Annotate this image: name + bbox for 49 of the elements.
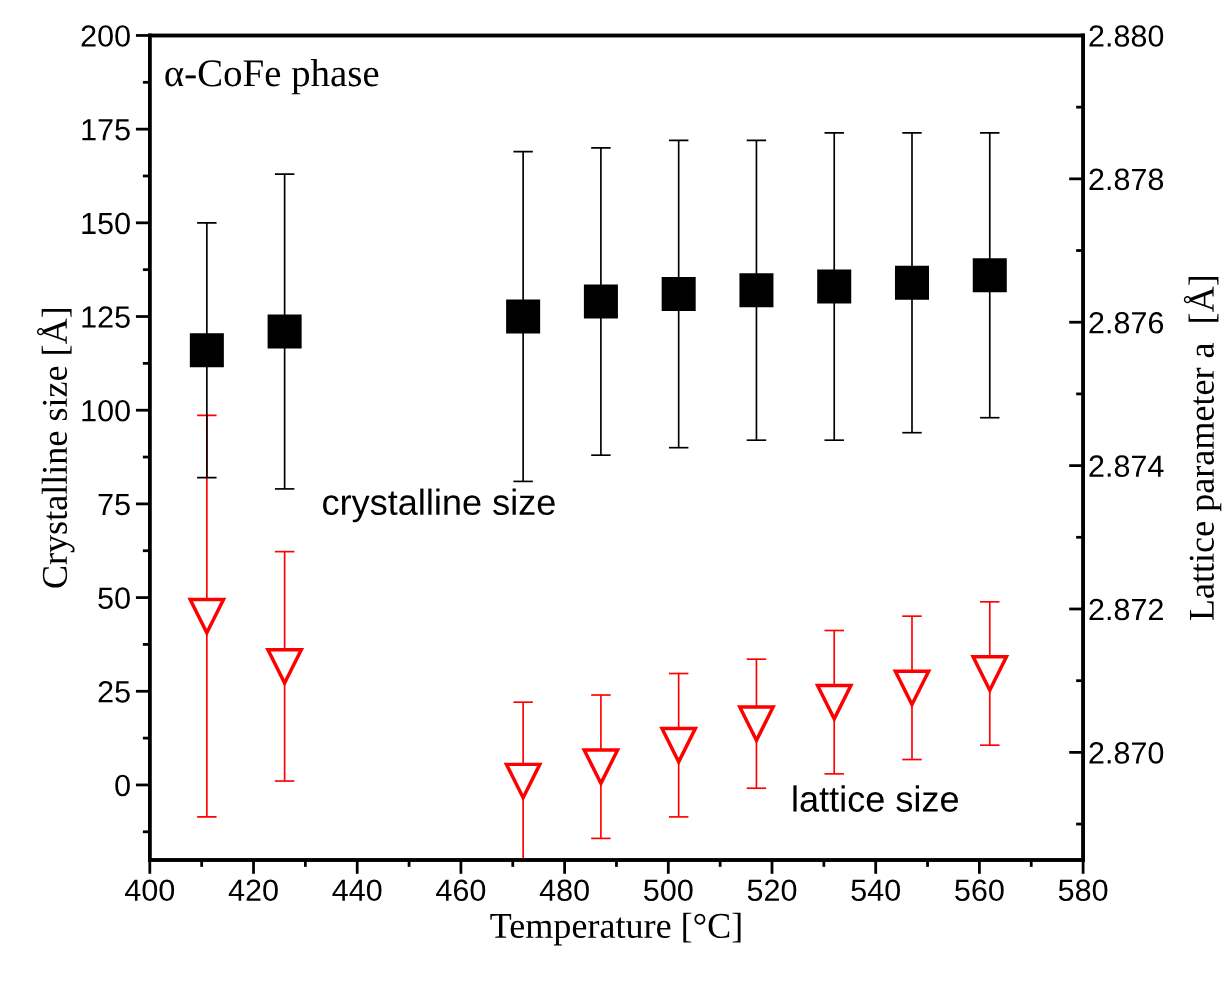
point: [582, 748, 620, 786]
annotation: lattice size: [793, 785, 958, 812]
x-tick-label: 500: [644, 879, 693, 902]
y-tick-label: 175: [82, 119, 130, 141]
point: [738, 705, 775, 743]
x-tick-label: 560: [955, 879, 1004, 902]
x-tick-label: 580: [1058, 879, 1108, 902]
annotation: α-CoFe phase: [165, 59, 379, 95]
x-tick-label: 400: [125, 879, 175, 902]
point: [971, 655, 1009, 692]
y2-tick-label: 2.870: [1089, 742, 1164, 764]
y-tick-label: 0: [115, 774, 130, 797]
point: [660, 726, 698, 764]
y2-tick-label: 2.876: [1089, 311, 1164, 334]
y-tick-label: 150: [82, 212, 130, 235]
point: [815, 683, 853, 721]
y2-tick-label: 2.874: [1089, 455, 1164, 477]
x-axis-title: Temperature [°C]: [490, 912, 741, 946]
y-tick-label: 75: [98, 493, 130, 516]
y2-tick-label: 2.880: [1089, 25, 1164, 47]
point: [972, 258, 1007, 293]
point: [893, 669, 931, 707]
y2-tick-label: 2.872: [1089, 598, 1163, 621]
y-tick-label: 50: [98, 587, 130, 609]
x-tick-label: 460: [436, 879, 486, 902]
point: [661, 277, 696, 312]
y-tick-label: 25: [98, 681, 130, 703]
point: [267, 314, 302, 349]
y-tick-label: 200: [81, 25, 130, 47]
x-tick-label: 420: [228, 879, 278, 902]
point: [894, 265, 930, 300]
x-tick-label: 480: [539, 879, 589, 902]
point: [189, 333, 224, 368]
point: [739, 273, 774, 308]
x-tick-label: 520: [747, 879, 797, 902]
point: [583, 284, 618, 319]
y2-tick-label: 2.878: [1089, 168, 1164, 191]
x-tick-label: 440: [332, 879, 382, 902]
point: [188, 597, 226, 635]
y2-axis-title: Lattice parameter a [Å]: [1183, 276, 1222, 621]
point: [817, 269, 852, 304]
point: [266, 647, 304, 685]
annotation: crystalline size: [323, 488, 555, 523]
y-axis-title: Crystalline size [Å]: [36, 308, 75, 588]
x-tick-label: 540: [851, 879, 900, 902]
point: [504, 762, 542, 800]
point: [506, 299, 541, 334]
y-tick-label: 125: [82, 306, 130, 328]
y-tick-label: 100: [82, 399, 130, 422]
